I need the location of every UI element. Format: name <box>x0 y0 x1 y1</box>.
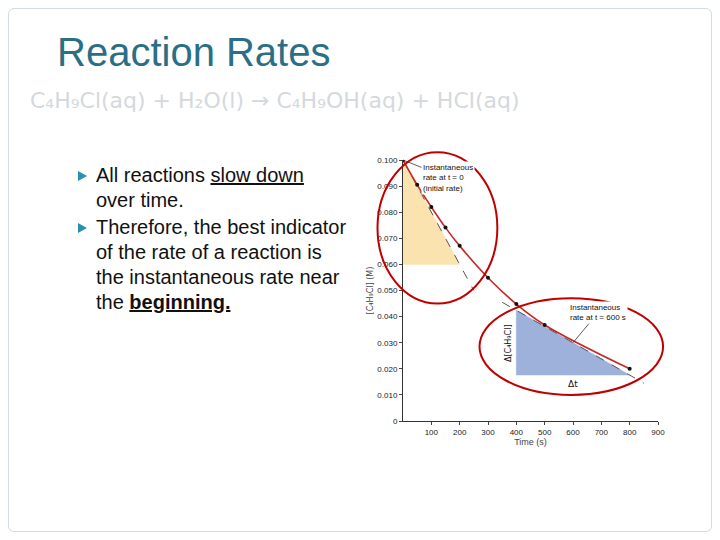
svg-text:0.050: 0.050 <box>377 286 398 295</box>
svg-text:Time (s): Time (s) <box>514 437 547 447</box>
svg-text:400: 400 <box>510 428 524 437</box>
svg-text:0.080: 0.080 <box>377 208 398 217</box>
html-text:Reaction Rates: Reaction Rates <box>57 30 331 74</box>
svg-text:500: 500 <box>538 428 552 437</box>
svg-text:0.090: 0.090 <box>377 182 398 191</box>
svg-text:700: 700 <box>595 428 609 437</box>
svg-text:900: 900 <box>651 428 665 437</box>
html-text:All reactions slow down: All reactions slow down <box>96 164 304 186</box>
svg-text:800: 800 <box>623 428 637 437</box>
svg-text:Instantaneousrate at t = 0(ini: Instantaneousrate at t = 0(initial rate) <box>423 163 473 193</box>
svg-text:0.060: 0.060 <box>377 260 398 269</box>
svg-text:0.020: 0.020 <box>377 365 398 374</box>
svg-text:0: 0 <box>393 417 398 426</box>
svg-text:0.100: 0.100 <box>377 156 398 165</box>
html-text:over time.: over time. <box>96 189 184 211</box>
svg-text:200: 200 <box>453 428 467 437</box>
svg-text:Δt: Δt <box>568 379 578 389</box>
svg-text:0.040: 0.040 <box>377 312 398 321</box>
html-text:C₄H₉Cl(aq) + H₂O(l) → C₄H₉OH(a: C₄H₉Cl(aq) + H₂O(l) → C₄H₉OH(aq) + HCl(a… <box>30 88 520 113</box>
svg-text:100: 100 <box>425 428 439 437</box>
svg-text:0.070: 0.070 <box>377 234 398 243</box>
svg-text:Instantaneousrate at t = 600 s: Instantaneousrate at t = 600 s <box>570 303 626 322</box>
svg-text:[C₄H₉Cl] (M): [C₄H₉Cl] (M) <box>366 267 375 315</box>
html-text:Therefore, the best indicator: Therefore, the best indicator of the rat… <box>96 216 347 313</box>
svg-text:300: 300 <box>481 428 495 437</box>
svg-text:Δ[C₄H₉Cl]: Δ[C₄H₉Cl] <box>504 324 513 362</box>
svg-text:0.030: 0.030 <box>377 339 398 348</box>
svg-text:0.010: 0.010 <box>377 391 398 400</box>
svg-text:600: 600 <box>566 428 580 437</box>
